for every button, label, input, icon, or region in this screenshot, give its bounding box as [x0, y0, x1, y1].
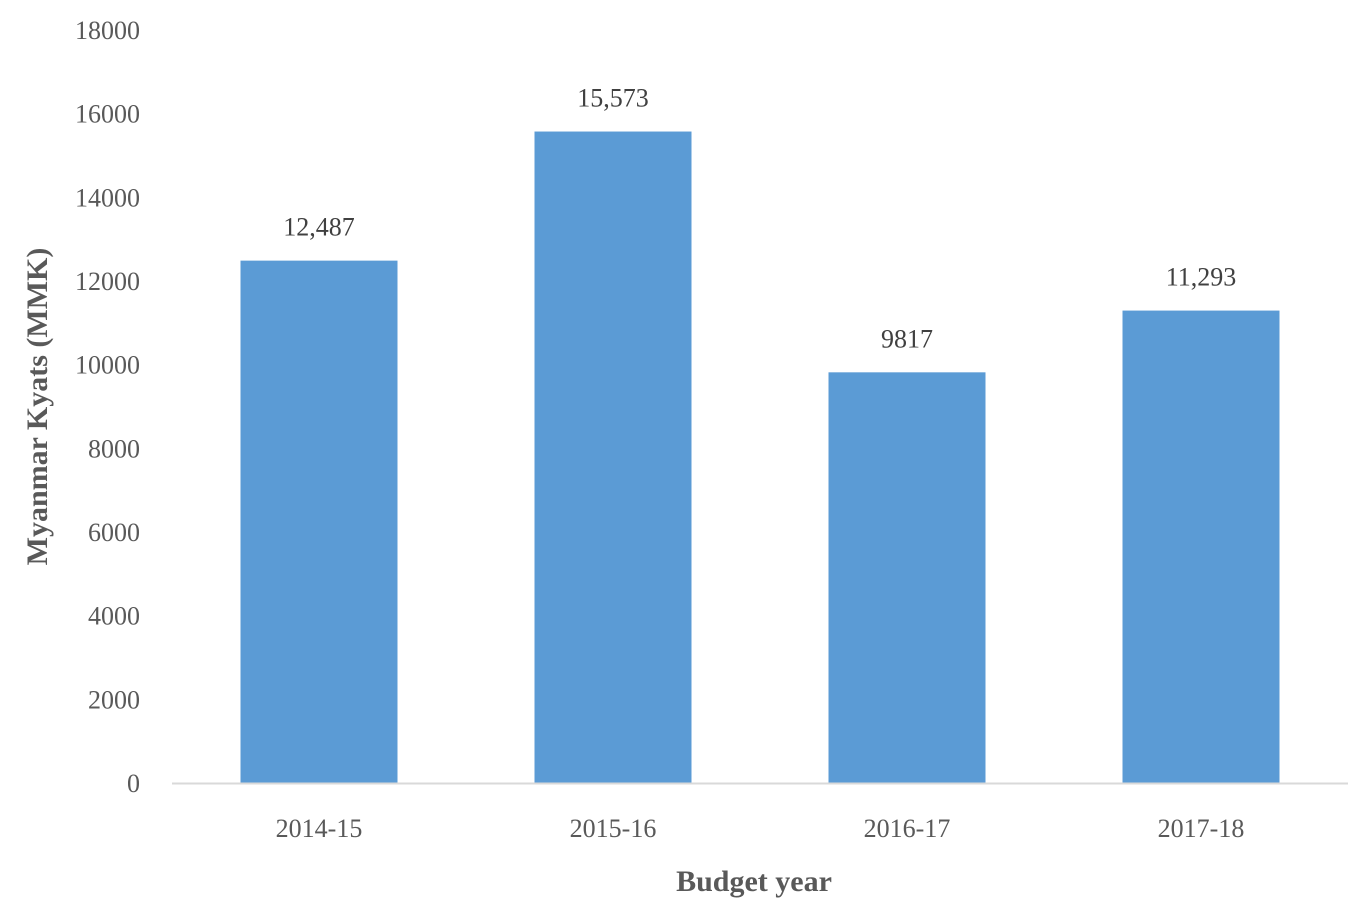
- bar: [240, 260, 398, 783]
- data-label: 11,293: [1166, 263, 1237, 292]
- y-tick-label: 18000: [75, 16, 140, 45]
- y-tick-label: 8000: [88, 434, 140, 463]
- bars: [240, 131, 1280, 784]
- y-tick-label: 2000: [88, 685, 140, 714]
- x-tick-label: 2016-17: [864, 814, 951, 843]
- y-tick-label: 4000: [88, 602, 140, 631]
- data-label: 12,487: [283, 213, 355, 242]
- y-axis-title: Myanmar Kyats (MMK): [21, 248, 54, 566]
- data-labels: 12,487 15,573 9817 11,293: [283, 84, 1236, 354]
- data-label: 9817: [881, 324, 933, 353]
- x-axis-ticks: 2014-15 2015-16 2016-17 2017-18: [276, 814, 1245, 843]
- y-tick-label: 0: [127, 769, 140, 798]
- y-tick-label: 12000: [75, 267, 140, 296]
- bar: [534, 131, 692, 784]
- y-tick-label: 10000: [75, 351, 140, 380]
- y-tick-label: 14000: [75, 183, 140, 212]
- y-tick-label: 16000: [75, 100, 140, 129]
- x-tick-label: 2014-15: [276, 814, 363, 843]
- y-tick-label: 6000: [88, 518, 140, 547]
- x-tick-label: 2017-18: [1158, 814, 1245, 843]
- y-axis-ticks: 0 2000 4000 6000 8000 10000 12000 14000 16000 180…: [75, 16, 140, 798]
- data-label: 15,573: [577, 84, 649, 113]
- bar: [1122, 310, 1280, 783]
- x-axis-title: Budget year: [676, 865, 832, 898]
- x-tick-label: 2015-16: [570, 814, 657, 843]
- bar: [828, 372, 986, 783]
